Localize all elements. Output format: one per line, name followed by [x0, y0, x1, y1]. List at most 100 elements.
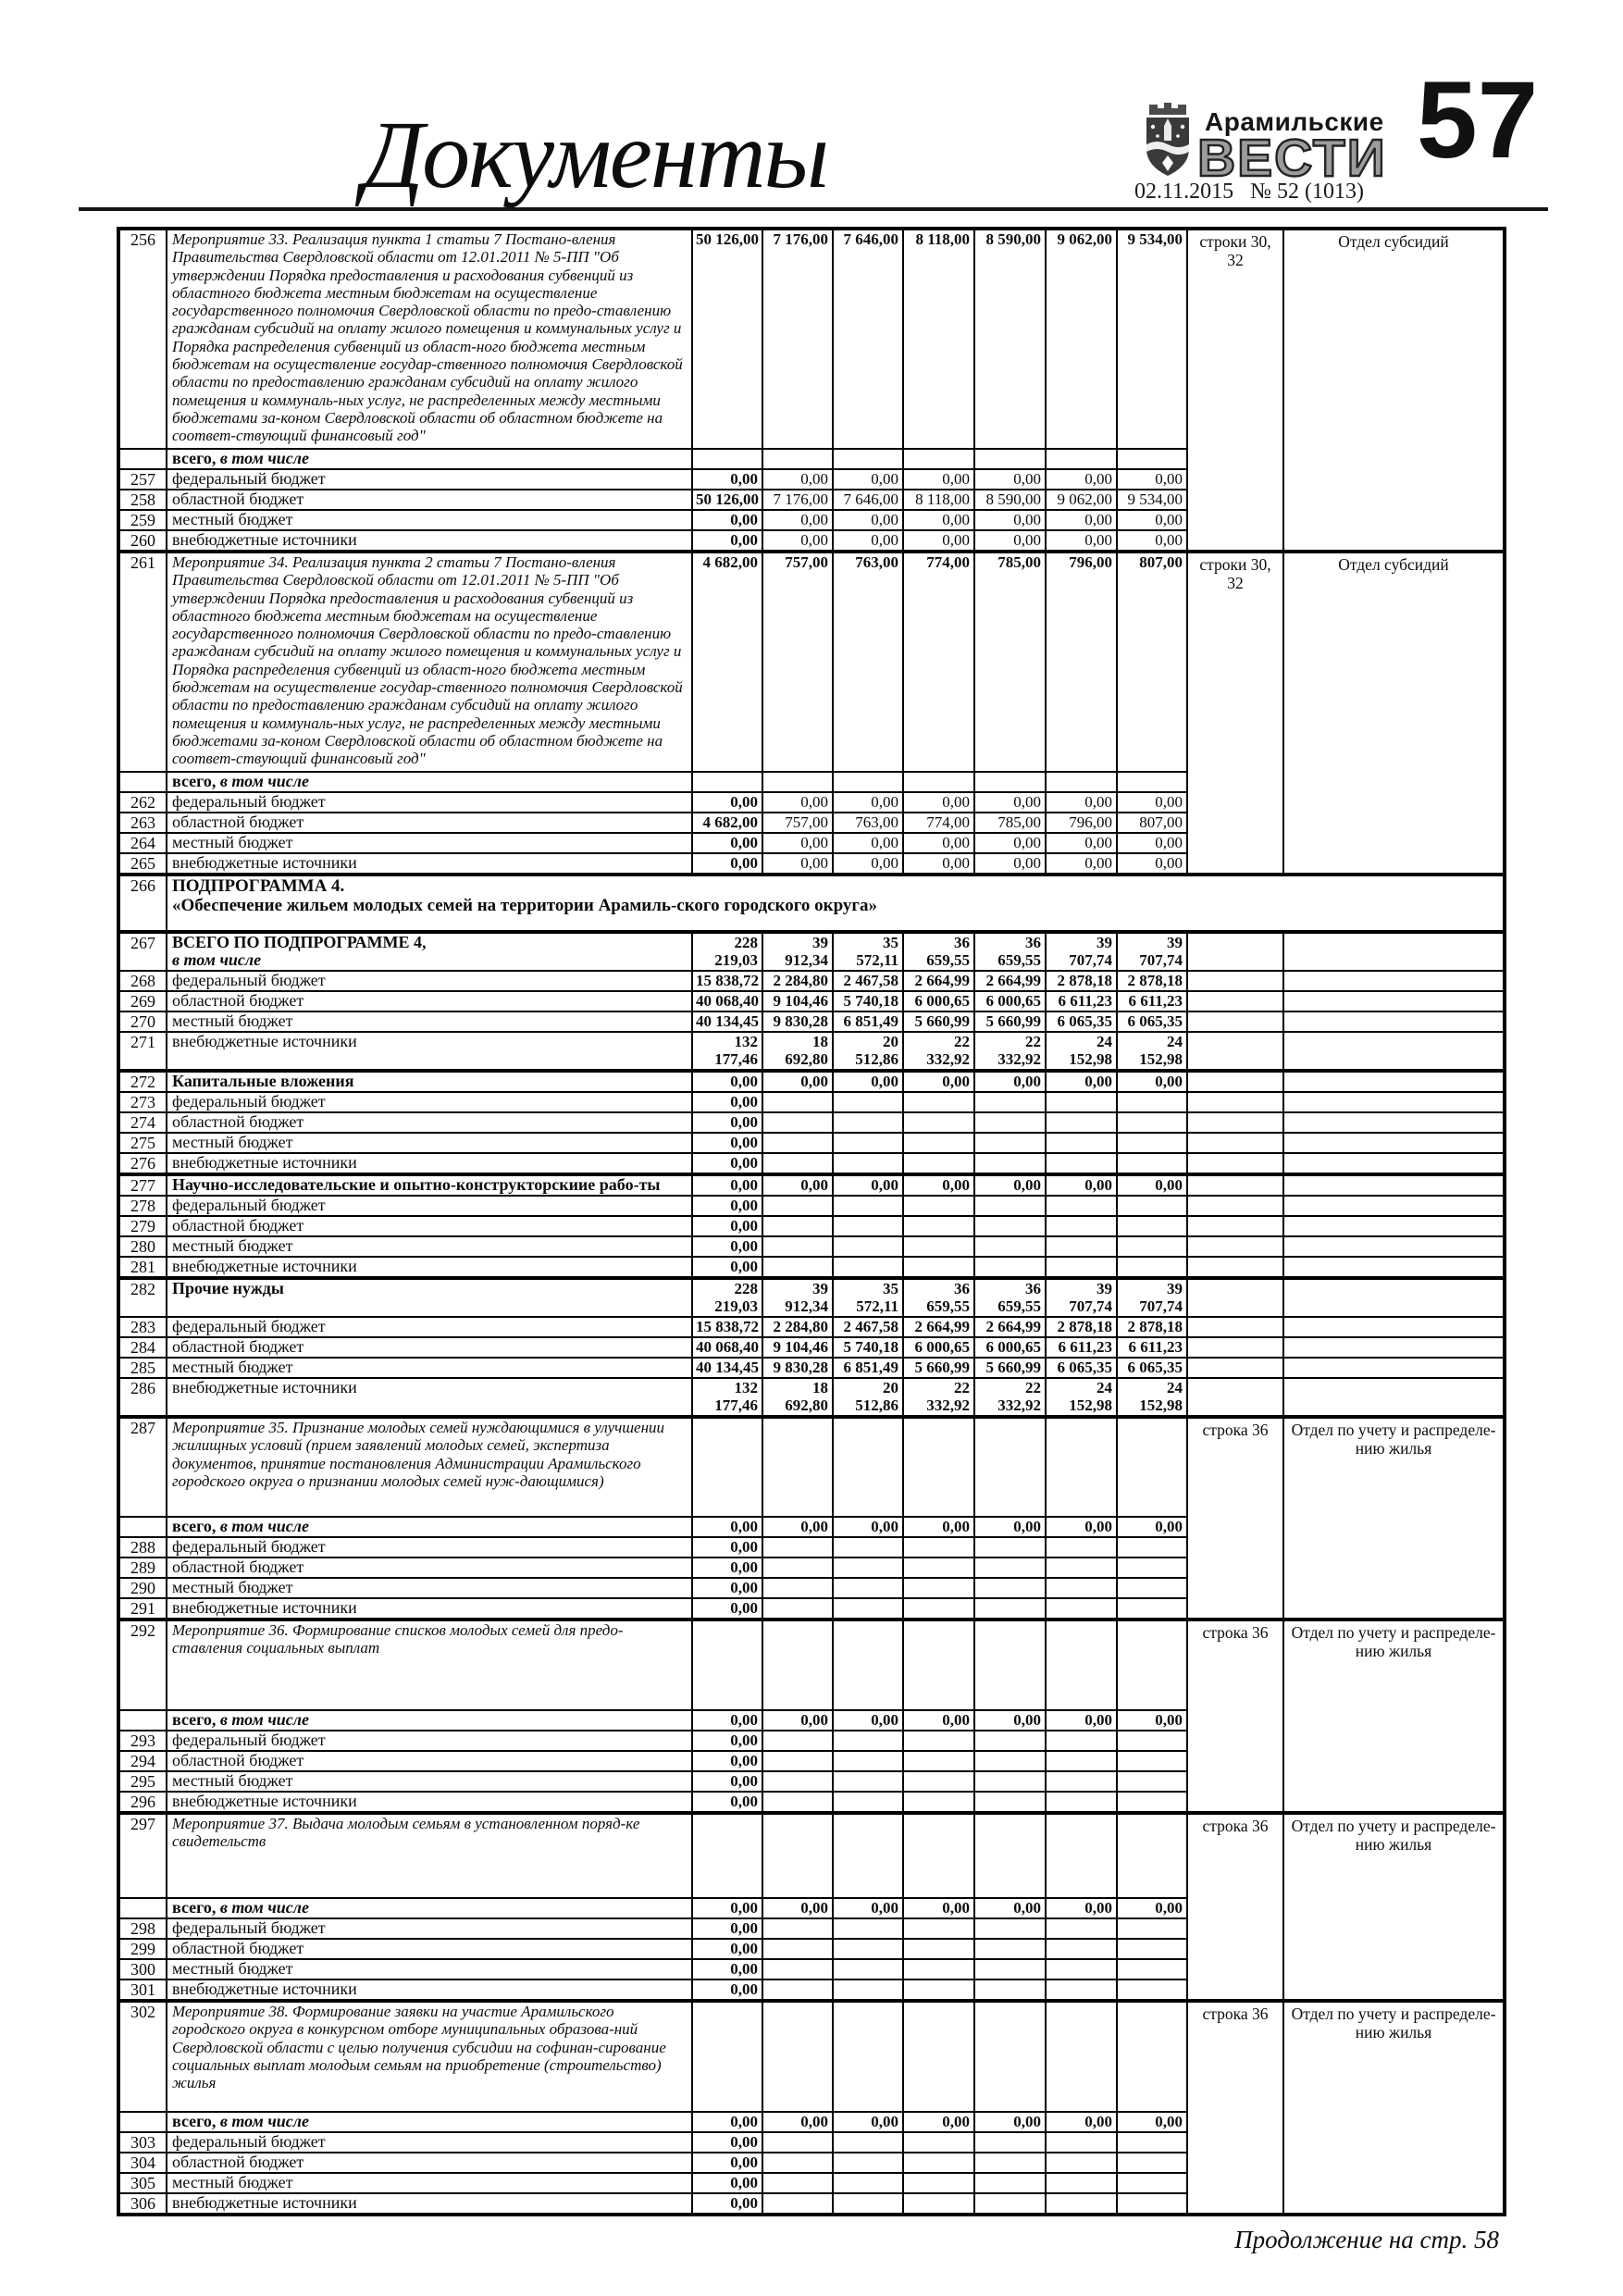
value-cell: 2 878,18: [1045, 1316, 1118, 1338]
value-cell: [762, 1979, 834, 2002]
row-number-cell: 293: [118, 1730, 167, 1752]
coat-of-arms-icon: [1140, 98, 1196, 184]
value-cell: 0,00: [691, 832, 763, 854]
row-number-cell: 278: [118, 1195, 167, 1217]
row-label-cell: федеральный бюджет: [166, 1091, 693, 1113]
responsible-department-cell: Отдел по учету и распределе-нию жилья: [1282, 1415, 1505, 1620]
value-cell: 0,00: [1116, 1516, 1188, 1538]
value-cell: 0,00: [902, 529, 975, 552]
value-cell: [973, 2172, 1047, 2194]
row-number-cell: 287: [118, 1415, 167, 1518]
value-cell: [1116, 1111, 1188, 1134]
value-cell: [902, 1750, 975, 1772]
responsible-department-cell: [1282, 970, 1505, 992]
row-label-cell: местный бюджет: [166, 2172, 693, 2194]
value-cell: [902, 1195, 975, 1217]
value-cell: [973, 1235, 1047, 1258]
row-number-cell: 275: [118, 1132, 167, 1154]
value-cell: 0,00: [1116, 832, 1188, 854]
value-cell: [1045, 1256, 1118, 1279]
value-cell: 0,00: [902, 1516, 975, 1538]
value-cell: [1045, 2131, 1118, 2153]
row-number-cell: 273: [118, 1091, 167, 1113]
value-cell: 0,00: [973, 529, 1047, 552]
value-cell: [1116, 1597, 1188, 1620]
value-cell: 0,00: [691, 1917, 763, 1940]
row-number-cell: 271: [118, 1031, 167, 1072]
value-cell: [762, 1415, 834, 1518]
value-cell: 2 284,80: [762, 970, 834, 992]
value-cell: 0,00: [691, 1256, 763, 1279]
value-cell: 5 660,99: [973, 1011, 1047, 1033]
value-cell: 0,00: [691, 1897, 763, 1919]
value-cell: 0,00: [1045, 529, 1118, 552]
value-cell: [973, 1195, 1047, 1217]
value-cell: 18 692,80: [762, 1377, 834, 1418]
value-cell: [902, 1215, 975, 1237]
table-row: 300 местный бюджет 0,00: [118, 1958, 1505, 1980]
table-row: 274 областной бюджет 0,00: [118, 1111, 1505, 1134]
value-cell: [1045, 1730, 1118, 1752]
row-label-cell: Мероприятие 36. Формирование списков мол…: [166, 1618, 693, 1711]
value-cell: 0,00: [691, 1235, 763, 1258]
value-cell: 7 646,00: [832, 227, 904, 450]
value-cell: [1045, 1152, 1118, 1175]
value-cell: 5 740,18: [832, 1336, 904, 1359]
value-cell: 0,00: [691, 2172, 763, 2194]
value-cell: 6 851,49: [832, 1011, 904, 1033]
masthead-rule: [79, 207, 1548, 211]
label-text: всего,: [172, 449, 220, 467]
value-cell: [1045, 1811, 1118, 1899]
value-cell: 9 830,28: [762, 1011, 834, 1033]
value-cell: 0,00: [762, 791, 834, 813]
value-cell: 0,00: [832, 832, 904, 854]
value-cell: [902, 448, 975, 470]
value-cell: [973, 1215, 1047, 1237]
responsible-department-cell: Отдел по учету и распределе-нию жилья: [1282, 1999, 1505, 2215]
value-cell: [832, 1215, 904, 1237]
row-label-cell: всего, в том числе: [166, 448, 693, 470]
value-cell: 763,00: [832, 550, 904, 773]
row-number-cell: 299: [118, 1938, 167, 1960]
value-cell: 6 000,65: [902, 990, 975, 1012]
budget-table: 256 Мероприятие 33. Реализация пункта 1 с…: [117, 227, 1506, 2216]
value-cell: 0,00: [1116, 509, 1188, 531]
row-number-cell: 259: [118, 509, 167, 531]
row-reference-cell: строка 36: [1186, 1618, 1284, 1814]
responsible-department-cell: [1282, 1011, 1505, 1033]
value-cell: [902, 1152, 975, 1175]
row-reference-cell: строка 36: [1186, 1999, 1284, 2215]
value-cell: 0,00: [691, 1958, 763, 1980]
value-cell: [691, 1415, 763, 1518]
table-row: 270 местный бюджет 40 134,45 9 830,28 6 851,…: [118, 1011, 1505, 1033]
table-row: 287 Мероприятие 35. Признание молодых сем…: [118, 1415, 1505, 1620]
value-cell: [762, 2131, 834, 2153]
value-cell: 0,00: [973, 791, 1047, 813]
value-cell: [1116, 1415, 1188, 1518]
row-reference-cell: строка 36: [1186, 1415, 1284, 1620]
row-number-cell: 306: [118, 2192, 167, 2215]
value-cell: [973, 1091, 1047, 1113]
value-cell: 6 065,35: [1045, 1011, 1118, 1033]
value-cell: 0,00: [762, 2111, 834, 2133]
value-cell: 22 332,92: [973, 1031, 1047, 1072]
value-cell: 9 062,00: [1045, 489, 1118, 511]
row-reference-cell: [1186, 1011, 1284, 1033]
row-number-cell: 292: [118, 1618, 167, 1711]
table-row: 291 внебюджетные источники 0,00: [118, 1597, 1505, 1620]
row-label-cell: областной бюджет: [166, 1215, 693, 1237]
value-cell: [762, 1999, 834, 2113]
value-cell: [1045, 2172, 1118, 2194]
row-reference-cell: [1186, 1256, 1284, 1279]
row-label-cell: внебюджетные источники: [166, 1031, 693, 1072]
value-cell: 2 878,18: [1116, 1316, 1188, 1338]
value-cell: [832, 771, 904, 793]
value-cell: [762, 1152, 834, 1175]
value-cell: [762, 1917, 834, 1940]
value-cell: [902, 1111, 975, 1134]
value-cell: 39 707,74: [1045, 930, 1118, 972]
label-text: всего,: [172, 1517, 220, 1535]
value-cell: [1045, 1215, 1118, 1237]
value-cell: 0,00: [762, 852, 834, 875]
row-label-cell: внебюджетные источники: [166, 1152, 693, 1175]
